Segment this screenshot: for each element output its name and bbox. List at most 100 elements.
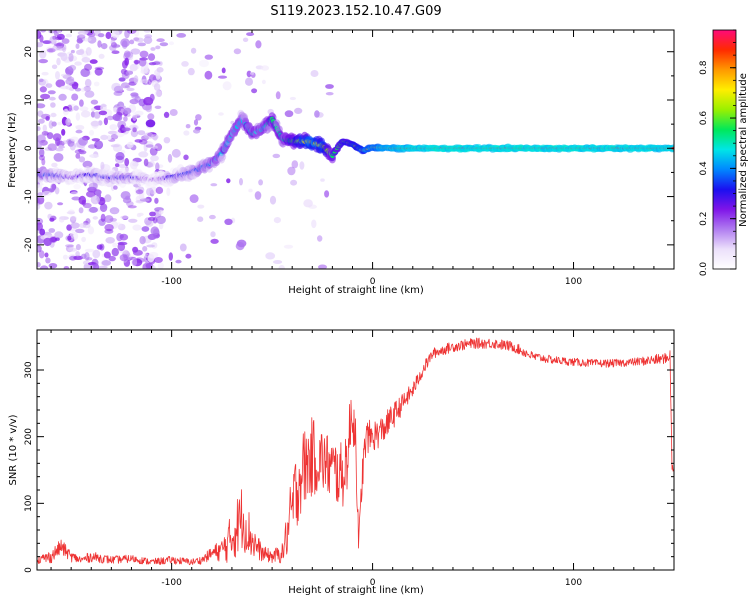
spectral-noise-blob bbox=[57, 202, 64, 206]
spectral-noise-blob bbox=[109, 44, 117, 52]
spectral-noise-blob bbox=[221, 67, 226, 74]
spectral-noise-blob bbox=[38, 78, 44, 83]
spectral-noise-blob bbox=[150, 155, 159, 162]
spectral-noise-blob bbox=[163, 111, 170, 118]
spectral-noise-blob bbox=[93, 263, 100, 269]
spectral-noise-blob bbox=[83, 30, 89, 35]
spectral-noise-blob bbox=[123, 116, 128, 122]
spectral-noise-blob bbox=[39, 34, 44, 43]
spectral-noise-blob bbox=[124, 85, 131, 89]
spectral-noise-blob bbox=[47, 90, 56, 95]
spectral-noise-blob bbox=[273, 217, 281, 224]
spectral-noise-blob bbox=[273, 260, 283, 264]
spectral-noise-blob bbox=[57, 121, 63, 126]
spectral-noise-blob bbox=[179, 243, 187, 252]
spectral-noise-blob bbox=[70, 49, 75, 54]
spectral-noise-blob bbox=[137, 42, 146, 47]
spectral-noise-blob bbox=[73, 255, 84, 260]
spectral-noise-blob bbox=[48, 48, 53, 53]
x-tick-label: -100 bbox=[161, 578, 182, 588]
spectral-noise-blob bbox=[56, 57, 61, 66]
spectral-noise-blob bbox=[69, 215, 77, 221]
spectral-noise-blob bbox=[71, 93, 79, 101]
spectral-noise-blob bbox=[45, 83, 53, 88]
spectral-noise-blob bbox=[48, 30, 56, 34]
spectral-noise-blob bbox=[51, 121, 57, 127]
spectral-noise-blob bbox=[97, 40, 102, 48]
spectral-noise-blob bbox=[55, 147, 64, 152]
spectral-noise-blob bbox=[120, 215, 129, 219]
spectral-noise-blob bbox=[65, 33, 73, 38]
spectral-noise-blob bbox=[246, 32, 255, 36]
spectral-noise-blob bbox=[129, 63, 138, 72]
spectral-noise-blob bbox=[104, 215, 114, 224]
x-tick-label: -100 bbox=[161, 277, 182, 287]
spectral-noise-blob bbox=[56, 30, 62, 34]
y-tick-label: 20 bbox=[24, 46, 34, 58]
spectral-noise-blob bbox=[251, 88, 258, 94]
spectral-noise-blob bbox=[269, 195, 277, 205]
spectral-noise-blob bbox=[67, 235, 72, 241]
spectral-noise-blob bbox=[132, 127, 137, 133]
spectral-noise-blob bbox=[124, 158, 130, 167]
spectral-noise-blob bbox=[125, 195, 131, 201]
spectral-noise-blob bbox=[80, 87, 86, 93]
spectral-noise-blob bbox=[116, 106, 126, 116]
spectral-noise-blob bbox=[265, 252, 276, 260]
spectral-noise-blob bbox=[108, 255, 116, 262]
spectral-noise-blob bbox=[126, 141, 134, 148]
spectral-noise-blob bbox=[91, 107, 96, 112]
spectral-noise-blob bbox=[51, 183, 57, 191]
snr-y-axis-label: SNR (10 * v/v) bbox=[8, 414, 19, 485]
spectrogram-y-axis-label: Frequency (Hz) bbox=[7, 112, 18, 188]
spectral-noise-blob bbox=[290, 179, 298, 186]
spectral-noise-blob bbox=[308, 204, 317, 209]
spectral-noise-blob bbox=[109, 124, 118, 131]
spectral-noise-blob bbox=[245, 77, 253, 86]
spectral-noise-blob bbox=[185, 253, 192, 259]
spectral-noise-blob bbox=[79, 99, 84, 107]
spectral-noise-blob bbox=[46, 132, 54, 140]
spectral-noise-blob bbox=[58, 145, 65, 149]
spectral-noise-blob bbox=[147, 53, 156, 61]
spectral-noise-blob bbox=[104, 194, 112, 203]
spectral-noise-blob bbox=[146, 187, 154, 196]
spectral-noise-blob bbox=[47, 143, 57, 151]
spectral-ridge-halo bbox=[219, 152, 227, 161]
spectral-noise-blob bbox=[111, 50, 120, 54]
spectral-noise-blob bbox=[142, 246, 148, 252]
spectral-noise-blob bbox=[68, 209, 75, 215]
spectral-noise-blob bbox=[141, 226, 150, 232]
spectral-noise-blob bbox=[68, 53, 74, 62]
spectral-noise-blob bbox=[149, 186, 158, 195]
spectral-noise-blob bbox=[138, 212, 144, 216]
spectral-noise-blob bbox=[62, 74, 72, 80]
spectral-noise-blob bbox=[71, 196, 81, 201]
spectral-noise-blob bbox=[133, 75, 139, 84]
spectral-noise-blob bbox=[38, 118, 45, 124]
spectral-noise-blob bbox=[75, 112, 81, 121]
spectral-noise-blob bbox=[82, 260, 90, 266]
spectral-noise-blob bbox=[130, 117, 137, 123]
spectral-noise-blob bbox=[66, 224, 72, 231]
spectral-noise-blob bbox=[129, 160, 138, 170]
spectral-noise-blob bbox=[135, 200, 144, 204]
spectral-noise-blob bbox=[197, 204, 205, 209]
spectral-noise-blob bbox=[94, 66, 105, 70]
spectral-noise-blob bbox=[63, 266, 70, 269]
spectral-noise-blob bbox=[138, 139, 148, 145]
spectral-noise-blob bbox=[163, 137, 171, 144]
colorbar: 0.0 0.2 0.4 0.6 0.8 Normalized spectral ampl… bbox=[699, 29, 749, 276]
spectral-noise-blob bbox=[139, 236, 146, 245]
spectral-noise-blob bbox=[38, 154, 46, 161]
spectral-noise-blob bbox=[100, 134, 109, 140]
spectrogram-blobs bbox=[37, 30, 674, 269]
spectral-noise-blob bbox=[126, 87, 135, 92]
spectral-noise-blob bbox=[148, 251, 159, 259]
spectral-noise-blob bbox=[311, 219, 317, 229]
spectral-noise-blob bbox=[112, 242, 118, 248]
spectral-noise-blob bbox=[65, 78, 75, 85]
spectral-noise-blob bbox=[113, 91, 123, 96]
spectral-noise-blob bbox=[261, 79, 266, 85]
